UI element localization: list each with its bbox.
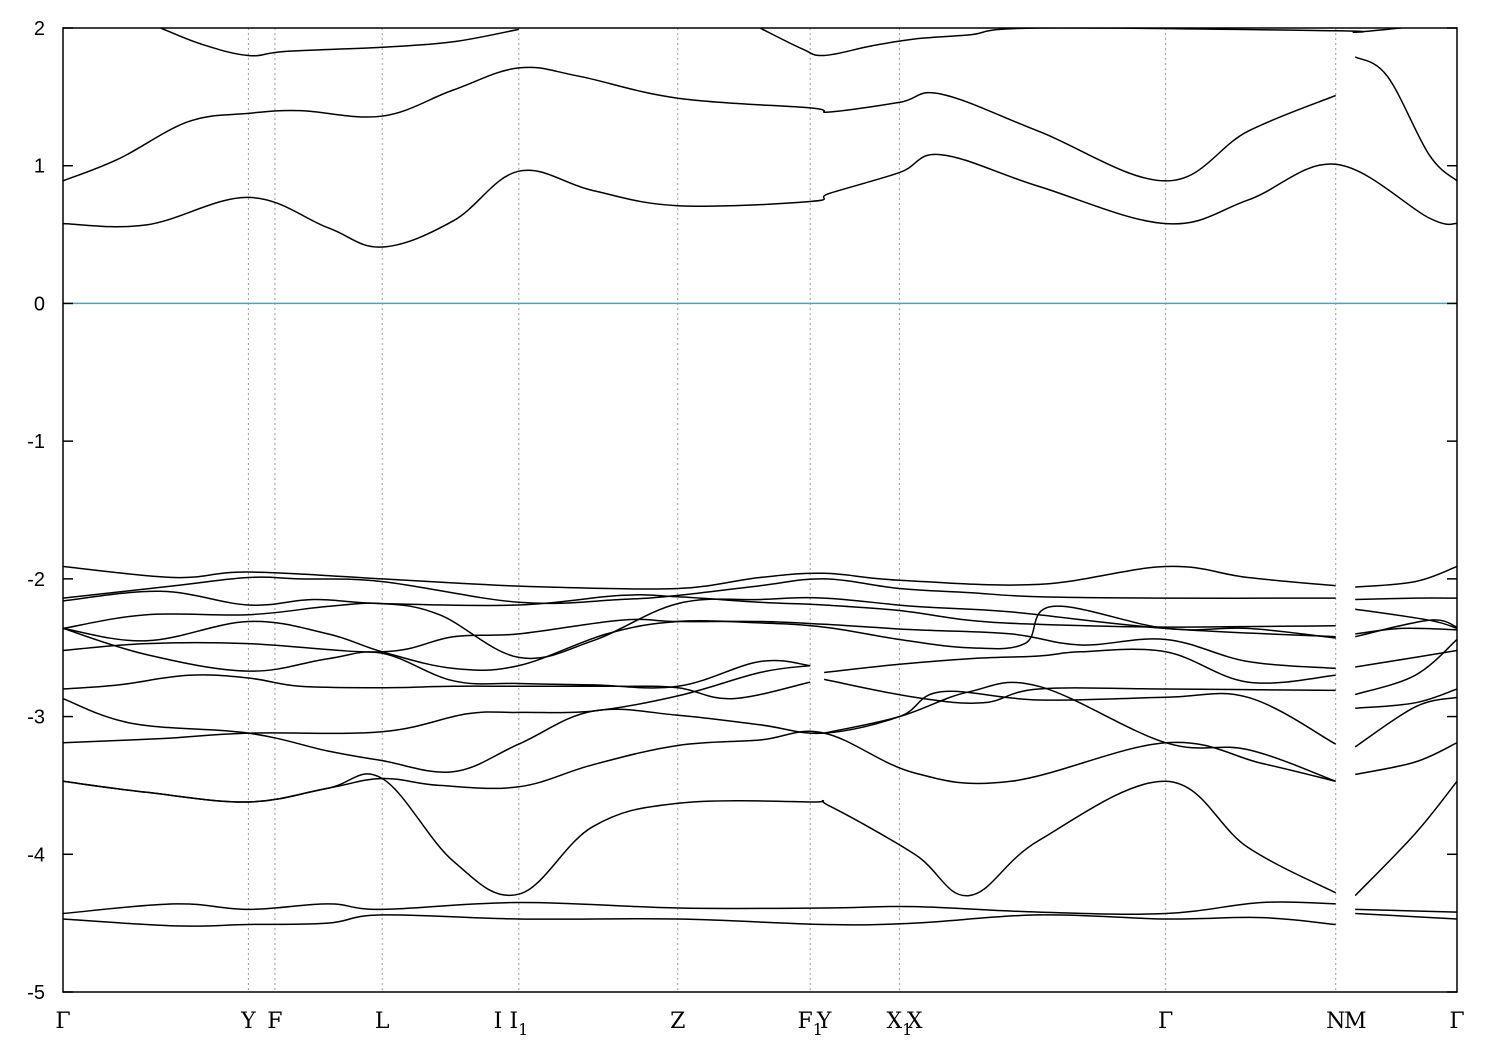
- plot-frame: [62, 27, 1458, 993]
- band-31: [63, 901, 1336, 915]
- band-20: [63, 674, 811, 700]
- band-32: [1355, 908, 1457, 913]
- kpoint-label-13: M: [1344, 1009, 1367, 1034]
- y-tick-label-2: 0: [34, 293, 45, 315]
- kpoint-label-12: N: [1326, 1009, 1345, 1034]
- band-4: [759, 28, 1402, 57]
- kpoint-label-5: I1: [509, 1009, 528, 1039]
- kpoint-label-0: Γ: [55, 1009, 70, 1034]
- band-2: [1354, 56, 1457, 182]
- band-24: [1354, 696, 1457, 748]
- y-tick-label-7: -5: [27, 982, 45, 1004]
- band-23: [63, 690, 1337, 773]
- band-12: [1355, 608, 1457, 630]
- band-34: [1355, 912, 1457, 920]
- band-1: [63, 66, 1336, 182]
- kpoint-label-2: F: [267, 1009, 282, 1034]
- kpoint-label-6: Z: [670, 1009, 685, 1034]
- band-19: [1354, 638, 1457, 696]
- band-15: [63, 618, 1336, 670]
- kpoint-subscript-5: 1: [518, 1020, 528, 1039]
- band-8: [1355, 597, 1457, 601]
- band-22: [1355, 688, 1457, 710]
- band-25: [63, 664, 811, 744]
- band-7: [63, 576, 1336, 605]
- y-tick-label-6: -4: [27, 844, 45, 866]
- band-11: [63, 596, 1336, 660]
- kpoint-subscript-9: 1: [902, 1020, 912, 1039]
- kpoint-subscript-7: 1: [813, 1020, 823, 1039]
- band-30: [1354, 780, 1457, 897]
- band-3: [160, 28, 519, 57]
- band-26: [823, 681, 1336, 783]
- y-tick-label-4: -2: [27, 569, 45, 591]
- band-28: [63, 730, 1336, 803]
- band-5: [63, 565, 1336, 590]
- band-33: [63, 914, 1336, 927]
- band-14: [1355, 627, 1457, 635]
- kpoint-label-10: X: [907, 1009, 923, 1034]
- band-16: [1355, 649, 1457, 668]
- y-tick-label-0: 2: [34, 18, 45, 40]
- band-lines: [63, 28, 1457, 927]
- y-axis: 2 1 0 -1 -2 -3 -4 -5: [27, 18, 1457, 1004]
- kpoint-label-14: Γ: [1449, 1009, 1464, 1034]
- band-17: [63, 627, 811, 689]
- kpoint-label-8: Y: [816, 1009, 832, 1034]
- kpoint-grid-lines: [247, 28, 1337, 992]
- kpoint-label-1: Y: [240, 1009, 256, 1034]
- kpoint-label-4: I: [494, 1009, 503, 1034]
- band-6: [1355, 565, 1457, 588]
- kpoint-label-3: L: [375, 1009, 390, 1034]
- x-axis-kpoints: Γ Y F L I I1 Z F1Y X1X Γ NM Γ: [55, 1009, 1464, 1039]
- band-18: [824, 648, 1336, 684]
- y-tick-label-5: -3: [27, 707, 45, 729]
- band-13: [63, 605, 1336, 672]
- y-tick-label-1: 1: [34, 156, 45, 178]
- y-tick-label-3: -1: [27, 431, 45, 453]
- band-9: [63, 590, 1336, 628]
- band-21: [823, 678, 1336, 704]
- band-29: [63, 773, 1337, 897]
- kpoint-label-11: Γ: [1158, 1009, 1173, 1034]
- band-0: [63, 153, 1457, 248]
- band-27: [1355, 742, 1457, 776]
